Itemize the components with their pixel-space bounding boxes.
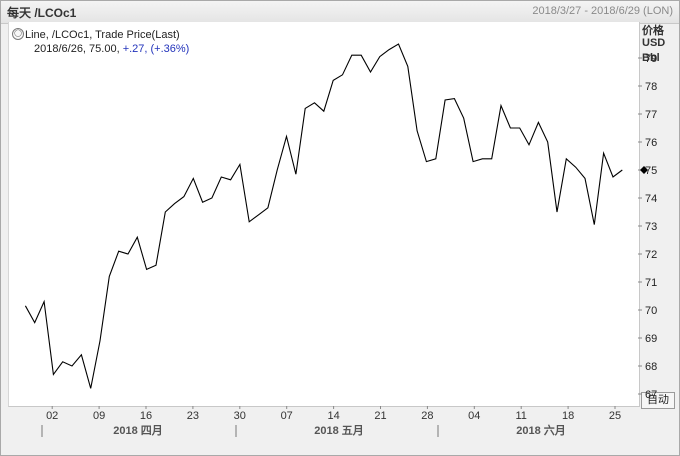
legend-series-label: Line, /LCOc1, Trade Price(Last)	[25, 29, 180, 41]
unit-label-unit: Bbl	[642, 52, 660, 64]
unit-label-price: 价格	[642, 25, 664, 37]
title-bar: 每天 /LCOc1 2018/3/27 - 2018/6/29 (LON)	[1, 1, 679, 24]
plot-area[interactable]	[8, 22, 640, 407]
chart-icon[interactable]: ◯	[12, 28, 24, 40]
legend-last-value: 2018/6/26, 75.00, +.27, (+.36%)	[34, 43, 189, 55]
auto-scale-button[interactable]: 自动	[641, 392, 675, 409]
legend-value-prefix: 2018/6/26, 75.00,	[34, 43, 123, 55]
legend-change: +.27, (+.36%)	[122, 43, 190, 55]
unit-label-currency: USD	[642, 37, 666, 49]
date-range: 2018/3/27 - 2018/6/29 (LON)	[532, 5, 673, 17]
chart-title: 每天 /LCOc1	[7, 6, 77, 20]
